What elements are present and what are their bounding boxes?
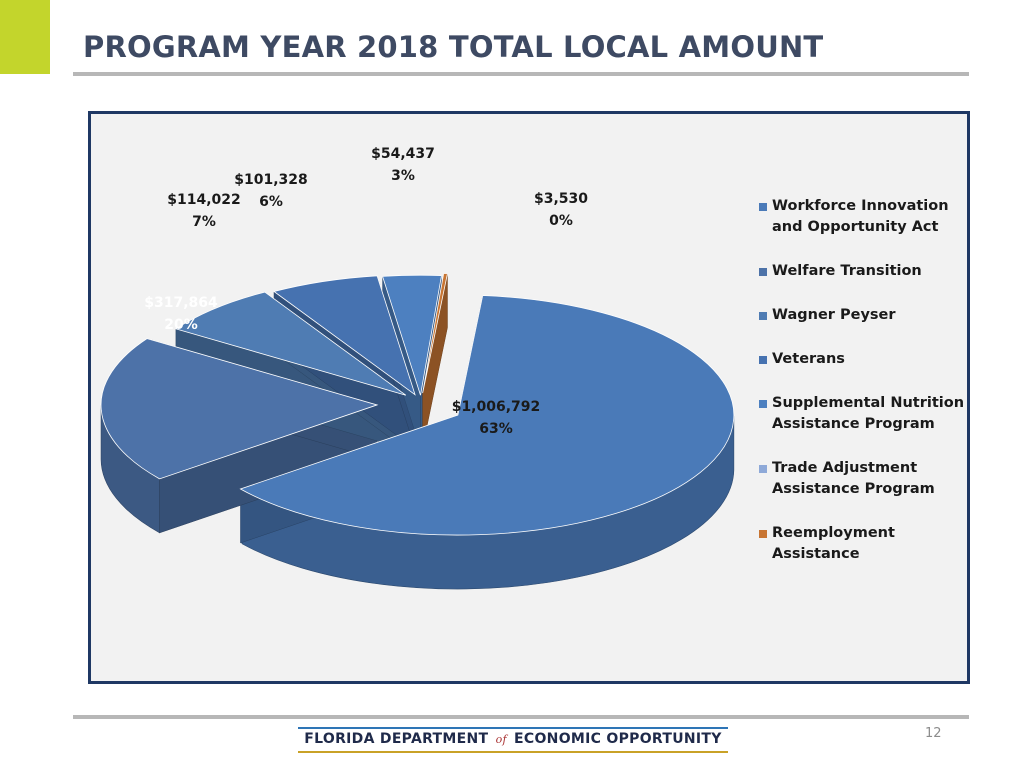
data-label-percent: 0% xyxy=(549,213,573,229)
legend-item: Trade Adjustment Assistance Program xyxy=(759,458,969,500)
footer-divider xyxy=(73,715,969,719)
legend-item: Wagner Peyser xyxy=(759,305,969,326)
florida-deo-logo: FLORIDA DEPARTMENT of ECONOMIC OPPORTUNI… xyxy=(298,731,728,747)
legend-swatch xyxy=(759,312,767,320)
legend-label: Assistance xyxy=(772,546,860,562)
data-label-percent: 63% xyxy=(479,421,513,437)
legend-swatch xyxy=(759,400,767,408)
legend-label: Reemployment xyxy=(772,525,895,541)
legend-item: Welfare Transition xyxy=(759,261,969,282)
data-label-value: $1,006,792 xyxy=(452,399,541,415)
data-label-value: $3,530 xyxy=(534,191,588,207)
legend-item: Workforce Innovation and Opportunity Act xyxy=(759,196,969,238)
legend-label: Wagner Peyser xyxy=(772,307,896,323)
legend-swatch xyxy=(759,268,767,276)
title-divider xyxy=(73,72,969,76)
pie-slice-2 xyxy=(100,338,379,480)
data-label-percent: 3% xyxy=(391,168,415,184)
data-label-percent: 7% xyxy=(192,214,216,230)
accent-block xyxy=(0,0,50,74)
footer-logo-line-top xyxy=(298,727,728,729)
legend-swatch xyxy=(759,465,767,473)
logo-text-of: of xyxy=(495,733,507,746)
legend-swatch xyxy=(759,356,767,364)
data-label-percent: 20% xyxy=(164,317,198,333)
data-label-value: $101,328 xyxy=(234,172,308,188)
logo-text-right: ECONOMIC OPPORTUNITY xyxy=(514,731,722,747)
legend-swatch xyxy=(759,530,767,538)
pie-slice-4 xyxy=(273,275,416,396)
pie-data-labels: $1,006,792 63% $317,864 20% $114,022 7% $101,3… xyxy=(144,146,588,437)
legend-item: Veterans xyxy=(759,349,969,370)
footer-logo-line-bottom xyxy=(298,751,728,753)
pie-slice-tops xyxy=(100,272,735,536)
page-title: PROGRAM YEAR 2018 TOTAL LOCAL AMOUNT xyxy=(83,30,824,64)
legend-item: Supplemental Nutrition Assistance Program xyxy=(759,393,969,435)
chart-legend: Workforce Innovation and Opportunity Act W… xyxy=(759,196,969,588)
pie-slice-3 xyxy=(174,291,407,396)
logo-text-left: FLORIDA DEPARTMENT xyxy=(304,731,489,747)
pie-chart: $1,006,792 63% $317,864 20% $114,022 7% $101,3… xyxy=(100,146,735,590)
legend-swatch xyxy=(759,203,767,211)
legend-label: Welfare Transition xyxy=(772,263,922,279)
pie-slice-7 xyxy=(422,272,448,394)
pie-slice-5 xyxy=(382,274,442,396)
legend-label: Workforce Innovation xyxy=(772,198,949,214)
data-label-value: $317,864 xyxy=(144,295,218,311)
page-number: 12 xyxy=(925,726,942,741)
pie-slice-1 xyxy=(239,295,735,536)
legend-label: Assistance Program xyxy=(772,416,935,432)
legend-label: Assistance Program xyxy=(772,481,935,497)
legend-label: Supplemental Nutrition xyxy=(772,395,965,411)
legend-item: Reemployment Assistance xyxy=(759,523,969,565)
data-label-value: $114,022 xyxy=(167,192,241,208)
legend-label: and Opportunity Act xyxy=(772,219,939,235)
legend-label: Trade Adjustment xyxy=(772,460,918,476)
chart-frame: $1,006,792 63% $317,864 20% $114,022 7% $101,3… xyxy=(88,111,970,684)
data-label-percent: 6% xyxy=(259,194,283,210)
legend-label: Veterans xyxy=(772,351,845,367)
data-label-value: $54,437 xyxy=(371,146,435,162)
